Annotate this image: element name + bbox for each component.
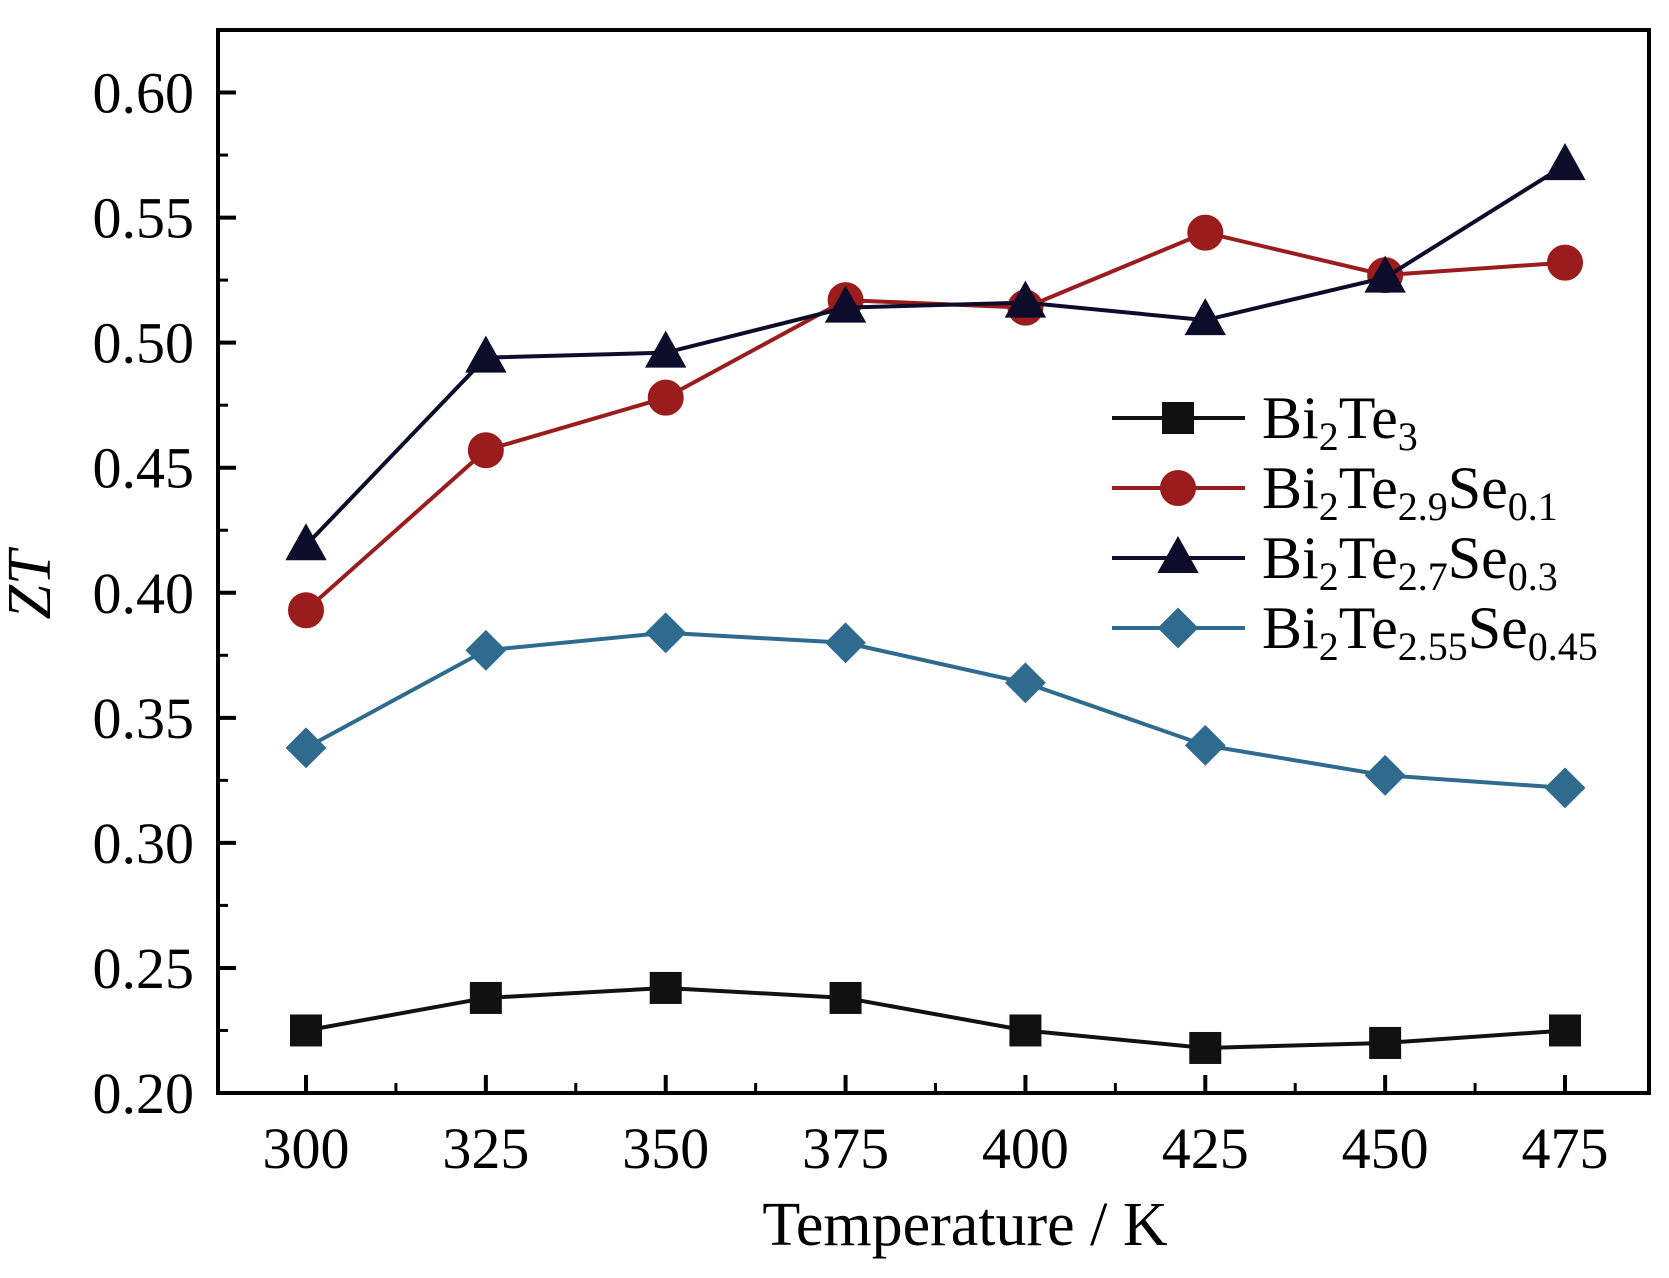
y-tick-label: 0.30 — [93, 811, 195, 876]
legend-label: Bi2Te3 — [1262, 385, 1418, 459]
legend-label-subscript: 3 — [1398, 414, 1418, 459]
legend-marker — [1160, 470, 1196, 506]
legend-label-subscript: 2.55 — [1398, 624, 1468, 669]
data-point — [465, 335, 507, 373]
data-point — [469, 981, 502, 1014]
data-point — [285, 523, 327, 561]
legend: Bi2Te3Bi2Te2.9Se0.1Bi2Te2.7Se0.3Bi2Te2.5… — [1112, 385, 1598, 669]
legend-label-text: Se — [1468, 595, 1528, 661]
legend-label-subscript: 0.1 — [1508, 484, 1558, 529]
x-tick-label: 350 — [622, 1116, 709, 1181]
data-point — [465, 629, 507, 671]
plot-frame — [216, 28, 1651, 1095]
data-point — [824, 285, 867, 323]
x-tick-label: 450 — [1342, 1116, 1429, 1181]
y-tick-label: 0.60 — [93, 61, 195, 126]
legend-item: Bi2Te3 — [1112, 385, 1418, 459]
legend-label-subscript: 2.7 — [1398, 554, 1448, 599]
x-tick-label: 300 — [263, 1116, 350, 1181]
data-point — [645, 330, 687, 368]
axis-ticks: 300 325 350 375 400 425 450 475 0.20 0.25 0.30 0.35… — [93, 61, 1609, 1181]
series-line — [304, 163, 1567, 547]
legend-label-text: Bi — [1262, 525, 1319, 591]
legend-label-text: Se — [1448, 525, 1508, 591]
series-1 — [290, 971, 1581, 1064]
x-tick-label: 325 — [442, 1116, 529, 1181]
series-line — [305, 985, 1566, 1050]
data-point — [645, 612, 687, 654]
series-line — [305, 630, 1566, 790]
legend-label-text: Se — [1448, 455, 1508, 521]
series-layer — [285, 143, 1586, 1064]
series-3 — [285, 143, 1586, 561]
legend-label: Bi2Te2.7Se0.3 — [1262, 525, 1558, 599]
legend-label-text: Bi — [1262, 595, 1319, 661]
x-tick-label: 425 — [1162, 1116, 1249, 1181]
data-point — [1004, 280, 1047, 318]
legend-marker — [1157, 535, 1199, 573]
legend-label-subscript: 2 — [1319, 624, 1339, 669]
legend-label-text: Bi — [1262, 385, 1319, 451]
data-point — [1005, 662, 1046, 704]
y-tick-label: 0.40 — [93, 561, 195, 626]
legend-label-subscript: 2 — [1319, 484, 1339, 529]
y-tick-label: 0.50 — [93, 311, 195, 376]
x-tick-label: 475 — [1522, 1116, 1609, 1181]
legend-label-text: Te — [1339, 525, 1398, 591]
legend-item: Bi2Te2.7Se0.3 — [1112, 525, 1558, 599]
data-point — [1369, 1026, 1402, 1059]
y-tick-label: 0.35 — [93, 686, 195, 751]
data-point — [1547, 244, 1583, 281]
data-point — [288, 592, 324, 629]
legend-label: Bi2Te2.9Se0.1 — [1262, 455, 1558, 529]
data-point — [290, 1014, 322, 1047]
data-point — [1187, 214, 1224, 251]
data-point — [1544, 143, 1586, 181]
data-point — [1549, 1014, 1581, 1047]
legend-label-subscript: 0.45 — [1528, 624, 1598, 669]
y-axis-title: ZT — [0, 546, 64, 619]
legend-label-text: Te — [1339, 455, 1398, 521]
data-point — [647, 379, 684, 416]
legend-label: Bi2Te2.55Se0.45 — [1262, 595, 1598, 669]
legend-label-text: Te — [1339, 595, 1398, 661]
data-point — [1184, 724, 1226, 766]
data-point — [829, 981, 862, 1014]
y-tick-label: 0.45 — [93, 436, 195, 501]
data-point — [467, 432, 504, 469]
legend-label-subscript: 2 — [1319, 554, 1339, 599]
x-tick-label: 375 — [802, 1116, 889, 1181]
legend-item: Bi2Te2.9Se0.1 — [1112, 455, 1558, 529]
data-point — [1009, 1014, 1042, 1047]
legend-marker — [1162, 402, 1194, 434]
legend-label-subscript: 0.3 — [1508, 554, 1558, 599]
data-point — [649, 971, 682, 1004]
legend-item: Bi2Te2.55Se0.45 — [1112, 595, 1598, 669]
legend-marker — [1157, 607, 1199, 649]
x-axis-title: Temperature / K — [762, 1191, 1168, 1259]
series-4 — [285, 612, 1586, 809]
data-point — [285, 727, 327, 769]
y-tick-label: 0.25 — [93, 936, 195, 1001]
legend-label-text: Te — [1339, 385, 1398, 451]
data-point — [1189, 1031, 1222, 1064]
data-point — [1364, 255, 1406, 293]
y-tick-label: 0.55 — [93, 186, 195, 251]
data-point — [1364, 754, 1406, 796]
legend-label-subscript: 2 — [1319, 414, 1339, 459]
legend-label-subscript: 2.9 — [1398, 484, 1448, 529]
x-tick-label: 400 — [982, 1116, 1069, 1181]
data-point — [1544, 767, 1586, 809]
data-point — [1184, 298, 1226, 336]
legend-label-text: Bi — [1262, 455, 1319, 521]
data-point — [825, 622, 866, 664]
y-tick-label: 0.20 — [93, 1061, 195, 1126]
